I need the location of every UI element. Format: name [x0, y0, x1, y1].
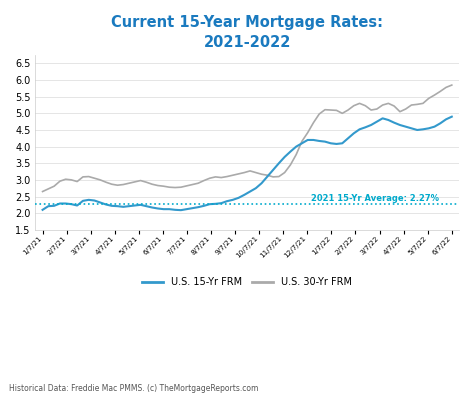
Text: Historical Data: Freddie Mac PMMS. (c) TheMortgageReports.com: Historical Data: Freddie Mac PMMS. (c) T… [9, 384, 259, 393]
Title: Current 15-Year Mortgage Rates:
2021-2022: Current 15-Year Mortgage Rates: 2021-202… [111, 15, 383, 50]
Legend: U.S. 15-Yr FRM, U.S. 30-Yr FRM: U.S. 15-Yr FRM, U.S. 30-Yr FRM [138, 273, 356, 291]
Text: 2021 15-Yr Average: 2.27%: 2021 15-Yr Average: 2.27% [311, 194, 439, 203]
